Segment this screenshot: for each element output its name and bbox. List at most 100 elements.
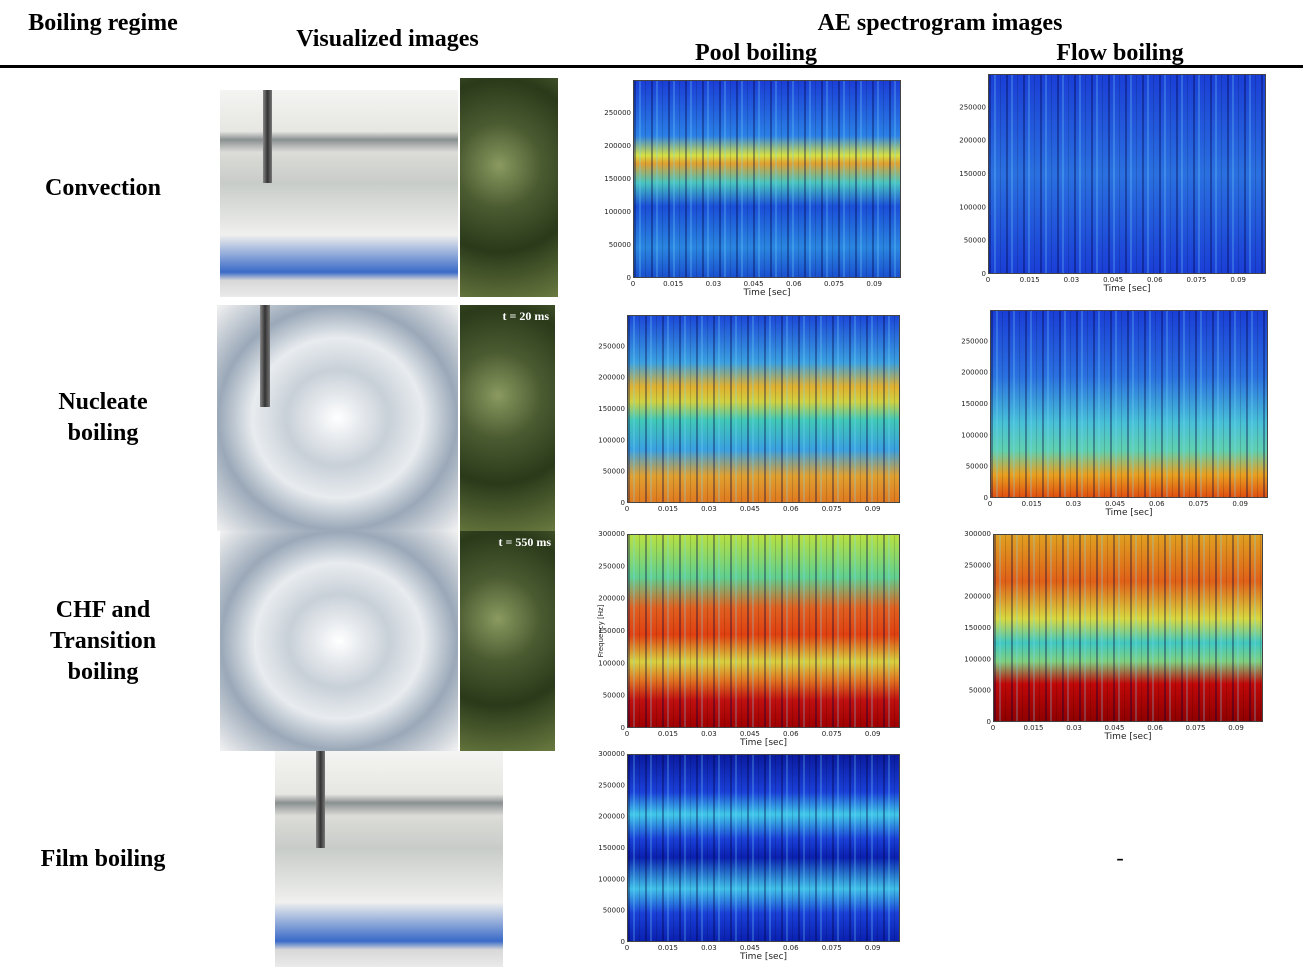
- y-tick-label: 50000: [969, 687, 991, 695]
- y-tick-label: 250000: [964, 561, 991, 569]
- y-tick-label: 50000: [964, 237, 986, 245]
- y-tick-label: 250000: [598, 562, 625, 570]
- x-axis-label: Time [sec]: [742, 288, 790, 298]
- y-tick-label: 200000: [598, 595, 625, 603]
- empty-cell: -: [1080, 845, 1160, 871]
- y-tick-label: 100000: [604, 208, 631, 216]
- x-tick-label: 0.09: [865, 730, 881, 738]
- spectrogram: 00.0150.030.0450.060.0750.09050000100000…: [597, 532, 902, 748]
- x-tick-label: 0.075: [824, 280, 844, 288]
- x-tick-label: 0.015: [658, 505, 678, 513]
- x-axis-label: Time [sec]: [739, 952, 787, 962]
- y-tick-label: 300000: [964, 530, 991, 538]
- x-tick-label: 0.045: [1105, 500, 1125, 508]
- x-axis-label: Time [sec]: [1102, 284, 1150, 294]
- photo: [275, 751, 503, 967]
- x-tick-label: 0.03: [1066, 724, 1082, 732]
- y-tick-label: 0: [984, 494, 988, 502]
- regime: Nucleate boiling: [8, 305, 198, 531]
- regime: Film boiling: [8, 751, 198, 967]
- y-tick-label: 50000: [603, 468, 625, 476]
- x-tick-label: 0.09: [1230, 276, 1246, 284]
- x-tick-label: 0: [991, 724, 995, 732]
- x-tick-label: 0: [988, 500, 992, 508]
- y-tick-label: 100000: [598, 659, 625, 667]
- x-tick-label: 0.015: [658, 944, 678, 952]
- x-tick-label: 0.06: [783, 505, 799, 513]
- y-tick-label: 50000: [603, 907, 625, 915]
- photo: t = 550 ms: [460, 531, 555, 751]
- x-tick-label: 0.03: [701, 505, 717, 513]
- x-tick-label: 0: [625, 944, 629, 952]
- y-tick-label: 250000: [959, 103, 986, 111]
- x-tick-label: 0.045: [740, 730, 760, 738]
- x-tick-label: 0.015: [1023, 724, 1043, 732]
- photo: t = 20 ms: [460, 305, 555, 531]
- y-tick-label: 150000: [959, 170, 986, 178]
- annotation: t = 20 ms: [503, 309, 550, 324]
- y-tick-label: 100000: [598, 875, 625, 883]
- photo: [460, 78, 558, 297]
- x-tick-label: 0.075: [1185, 724, 1205, 732]
- x-tick-label: 0: [625, 505, 629, 513]
- x-axis-label: Time [sec]: [1104, 508, 1152, 518]
- x-tick-label: 0.075: [822, 730, 842, 738]
- y-tick-label: 200000: [961, 369, 988, 377]
- x-tick-label: 0.09: [865, 505, 881, 513]
- y-tick-label: 300000: [598, 530, 625, 538]
- x-tick-label: 0.015: [663, 280, 683, 288]
- y-tick-label: 200000: [598, 813, 625, 821]
- y-tick-label: 50000: [603, 692, 625, 700]
- x-tick-label: 0.09: [866, 280, 882, 288]
- x-tick-label: 0.06: [783, 730, 799, 738]
- x-tick-label: 0.045: [744, 280, 764, 288]
- header-flow: Flow boiling: [1010, 38, 1230, 68]
- axes: 00.0150.030.0450.060.0750.09050000100000…: [603, 78, 903, 298]
- y-tick-label: 50000: [609, 241, 631, 249]
- y-tick-label: 150000: [964, 624, 991, 632]
- header-group: AE spectrogram images: [700, 8, 1180, 38]
- y-tick-label: 200000: [598, 374, 625, 382]
- photo: [220, 90, 458, 297]
- x-tick-label: 0.03: [1066, 500, 1082, 508]
- x-tick-label: 0: [625, 730, 629, 738]
- y-tick-label: 250000: [961, 337, 988, 345]
- x-tick-label: 0.075: [822, 505, 842, 513]
- x-tick-label: 0.015: [658, 730, 678, 738]
- y-tick-label: 250000: [598, 342, 625, 350]
- header-rule: [0, 65, 1303, 68]
- annotation: t = 550 ms: [499, 535, 552, 550]
- y-tick-label: 0: [627, 274, 631, 282]
- y-tick-label: 250000: [604, 109, 631, 117]
- header-visualized: Visualized images: [240, 24, 535, 54]
- y-tick-label: 0: [982, 270, 986, 278]
- x-tick-label: 0.09: [1228, 724, 1244, 732]
- x-tick-label: 0.06: [1147, 276, 1163, 284]
- x-axis-label: Time [sec]: [739, 738, 787, 748]
- y-tick-label: 200000: [964, 593, 991, 601]
- regime: Convection: [8, 78, 198, 298]
- y-axis-label: Frequency [Hz]: [597, 604, 605, 657]
- x-tick-label: 0.03: [701, 944, 717, 952]
- photo: [217, 305, 458, 531]
- y-tick-label: 100000: [959, 203, 986, 211]
- x-tick-label: 0.06: [1149, 500, 1165, 508]
- x-tick-label: 0.015: [1022, 500, 1042, 508]
- x-tick-label: 0.075: [1188, 500, 1208, 508]
- x-tick-label: 0.075: [822, 944, 842, 952]
- x-tick-label: 0: [986, 276, 990, 284]
- header-pool: Pool boiling: [650, 38, 862, 68]
- x-tick-label: 0.045: [1104, 724, 1124, 732]
- y-tick-label: 50000: [966, 463, 988, 471]
- y-tick-label: 150000: [598, 405, 625, 413]
- header-regime: Boiling regime: [8, 8, 198, 38]
